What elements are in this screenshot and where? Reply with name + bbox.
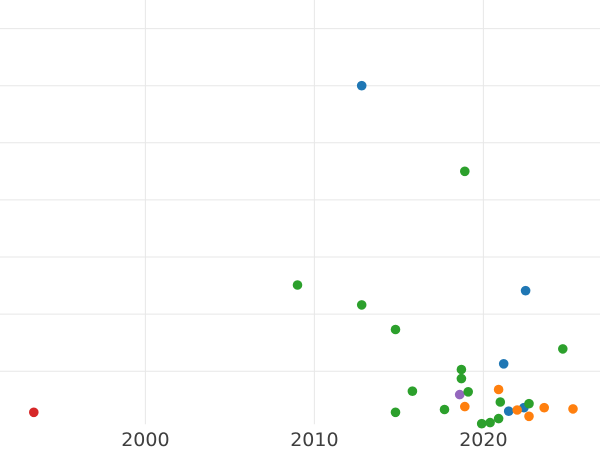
green-data-point bbox=[407, 386, 418, 397]
orange-data-point bbox=[460, 401, 470, 412]
green-data-point bbox=[292, 280, 303, 290]
green-data-point bbox=[463, 387, 474, 397]
orange-data-point bbox=[568, 404, 578, 414]
orange-data-point bbox=[539, 402, 549, 413]
x-tick-label: 2010 bbox=[290, 429, 338, 450]
green-data-point bbox=[476, 418, 487, 429]
green-data-point bbox=[456, 373, 467, 384]
green-data-point bbox=[558, 344, 568, 354]
green-data-point bbox=[439, 404, 450, 415]
green-data-point bbox=[390, 324, 401, 335]
green-data-point bbox=[356, 300, 367, 310]
purple-data-point bbox=[454, 389, 465, 400]
x-tick-label: 2000 bbox=[121, 429, 169, 450]
green-data-point bbox=[460, 166, 470, 177]
orange-data-point bbox=[493, 384, 504, 395]
green-data-point bbox=[390, 407, 401, 418]
green-data-point bbox=[456, 364, 467, 375]
green-data-point bbox=[524, 398, 534, 409]
blue-data-point bbox=[498, 359, 509, 369]
red-data-point bbox=[29, 407, 39, 418]
green-data-point bbox=[485, 417, 495, 428]
green-data-point bbox=[495, 397, 506, 407]
orange-data-point bbox=[512, 405, 522, 415]
x-tick-label: 2020 bbox=[459, 429, 507, 450]
orange-data-point bbox=[524, 411, 534, 422]
blue-data-point bbox=[503, 406, 514, 417]
blue-data-point bbox=[356, 80, 367, 91]
green-data-point bbox=[493, 413, 504, 424]
blue-data-point bbox=[520, 285, 531, 296]
